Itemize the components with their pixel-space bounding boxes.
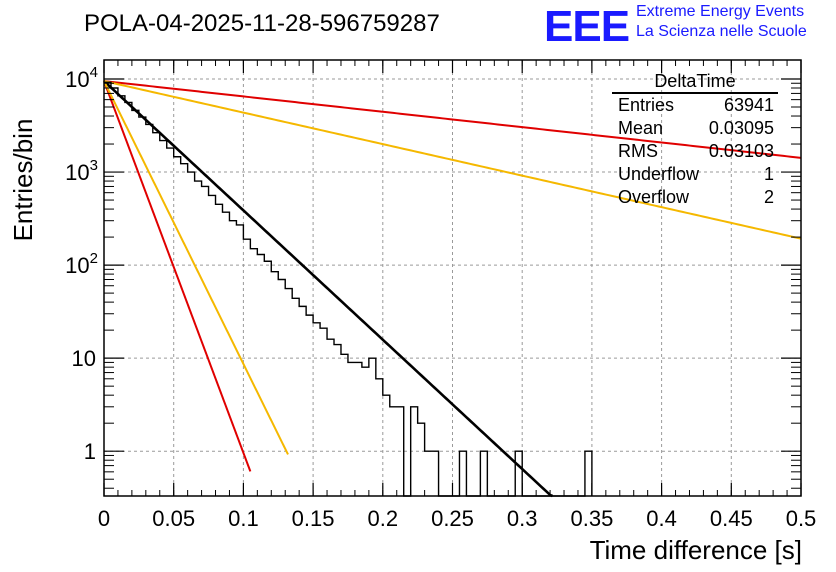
stats-row: Entries 63941 [612,94,778,117]
stats-label: Overflow [618,187,690,207]
x-tick-label: 0.05 [152,506,195,531]
stats-value: 2 [763,187,774,207]
stats-label: RMS [618,141,658,161]
x-tick-label: 0 [98,506,110,531]
fit-curves [103,80,802,498]
org-name-line2: La Scienza nelle Scuole [636,23,807,40]
x-tick-label: 0.15 [292,506,335,531]
x-tick-label: 0.45 [710,506,753,531]
stats-row: Underflow 1 [612,163,778,186]
x-tick-label: 0.35 [570,506,613,531]
x-tick-label: 0.4 [646,506,677,531]
curve-red-steep [103,80,252,472]
stats-row: Mean 0.03095 [612,117,778,140]
y-axis-label: Entries/bin [8,119,38,242]
curve-orange-steep [103,80,289,455]
curve-fit [103,80,554,498]
stats-label: Underflow [618,164,700,184]
x-tick-label: 0.3 [507,506,538,531]
histogram [104,81,593,497]
stats-value: 1 [763,164,774,184]
chart-title: POLA-04-2025-11-28-596759287 [84,10,440,37]
stats-row: Overflow 2 [612,186,778,209]
stats-value: 63941 [723,95,774,115]
stats-label: Entries [618,95,675,115]
x-axis-label: Time difference [s] [590,535,802,565]
x-tick-label: 0.5 [786,506,817,531]
org-name-line1: Extreme Energy Events [636,3,805,20]
stats-value: 0.03095 [708,118,774,138]
x-tick-label: 0.25 [431,506,474,531]
stats-row: RMS 0.03103 [612,140,778,163]
curve-orange-shallow [103,80,802,240]
x-tick-label: 0.2 [368,506,399,531]
y-tick-label: 103 [65,157,98,185]
y-tick-label: 1 [84,439,96,464]
stats-box: DeltaTime Entries 63941 Mean 0.03095 RMS… [612,70,778,209]
stats-label: Mean [618,118,664,138]
grid-lines [104,60,801,496]
curve-red-shallow [103,80,802,159]
stats-title: DeltaTime [612,70,778,94]
y-tick-label: 10 [72,346,96,371]
x-tick-label: 0.1 [228,506,259,531]
histogram-steps [104,81,593,497]
stats-value: 0.03103 [708,141,774,161]
y-tick-label: 102 [65,250,98,278]
axis-ticks [103,60,802,496]
x-tick-labels: 0 0.05 0.1 0.15 0.2 0.25 0.3 0.35 0.4 0.45 0.5 [98,506,816,531]
eee-logo: EEE [544,2,630,51]
y-tick-label: 104 [65,64,98,92]
y-tick-labels: 1 10 102 103 104 [65,64,98,464]
